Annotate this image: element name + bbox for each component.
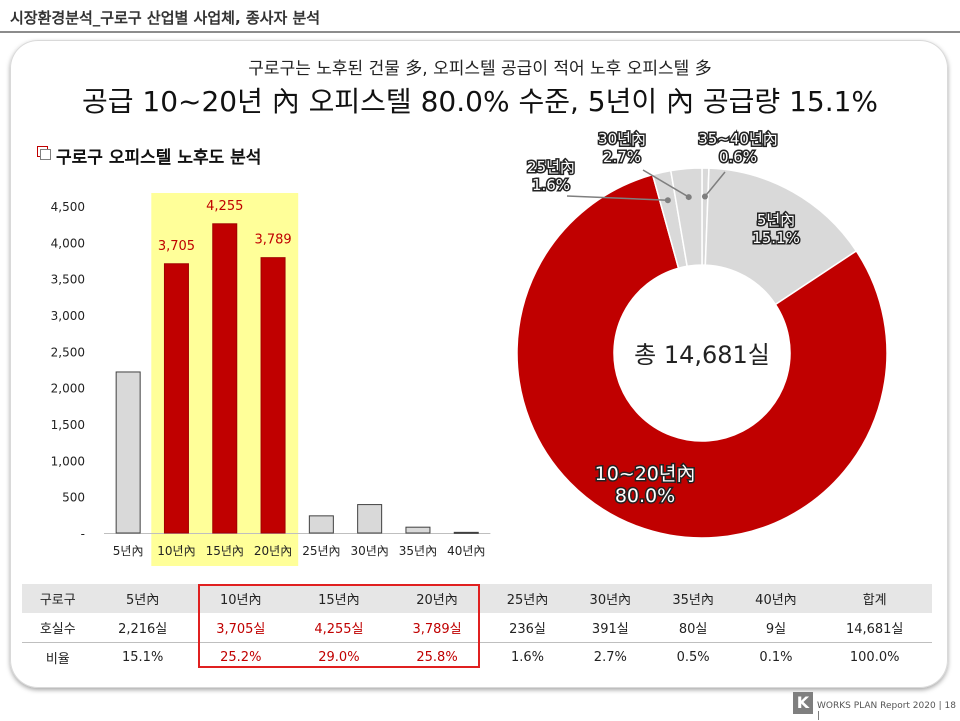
y-tick-label: 4,500 bbox=[51, 200, 85, 214]
table-cell: 1.6% bbox=[510, 650, 545, 665]
leader-dot bbox=[701, 193, 708, 200]
bar bbox=[212, 223, 238, 534]
donut-slice bbox=[704, 167, 858, 306]
bar bbox=[405, 526, 431, 534]
age-table: 구로구 5년內 10년內 15년內 20년內 25년內 30년內 35년內 40년內 합계 호실수… bbox=[22, 584, 932, 672]
headline: 공급 10~20년 內 오피스텔 80.0% 수준, 5년이 內 공급량 15.… bbox=[81, 85, 879, 118]
y-tick-label: 2,500 bbox=[51, 345, 85, 359]
table-header-cell: 10년內 bbox=[191, 584, 290, 613]
section-title: 구로구 오피스텔 노후도 분석 bbox=[36, 143, 261, 168]
table-cell: 호실수 bbox=[22, 613, 94, 643]
x-tick-label: 10년內 bbox=[157, 544, 195, 558]
table-cell: 15.1% bbox=[122, 650, 164, 665]
slice-label: 25년內 bbox=[527, 158, 575, 176]
data-label: 3,705 bbox=[158, 239, 195, 254]
donut-center-label: 총 14,681실 bbox=[634, 341, 770, 369]
table-cell: 9실 bbox=[734, 613, 818, 643]
slice-pct-label: 2.7% bbox=[603, 148, 641, 166]
bar bbox=[357, 504, 383, 534]
y-tick-label: 3,000 bbox=[51, 309, 85, 323]
table-cell: 391실 bbox=[568, 613, 652, 643]
leader-dot bbox=[685, 194, 692, 201]
y-tick-label: 1,000 bbox=[51, 454, 85, 468]
leader-dot bbox=[664, 197, 671, 204]
bar bbox=[260, 257, 286, 534]
top-divider bbox=[0, 31, 960, 33]
table-cell: 3,789실 bbox=[387, 613, 487, 643]
table-cell: 0.1% bbox=[759, 650, 793, 665]
footer-text: WORKS PLAN Report 2020 | 18 | bbox=[817, 701, 956, 721]
data-label: 3,789 bbox=[254, 233, 291, 248]
table-row: 비율 15.1% 25.2% 29.0% 25.8% 1.6% 2.7% 0.5% 0.1% 10… bbox=[22, 643, 932, 673]
table-cell: 29.0% bbox=[318, 650, 360, 665]
table-cell: 2,216실 bbox=[93, 613, 192, 643]
x-tick-label: 5년內 bbox=[113, 544, 144, 558]
y-tick-label: 2,000 bbox=[51, 382, 85, 396]
bar bbox=[163, 263, 189, 534]
slice-pct-label: 80.0% bbox=[615, 485, 675, 507]
y-tick-label: - bbox=[81, 527, 85, 541]
donut-slice bbox=[669, 167, 703, 268]
highlight-box bbox=[198, 584, 480, 668]
table-header-cell: 35년內 bbox=[651, 584, 735, 613]
data-label: 4,255 bbox=[206, 199, 243, 214]
table-header-cell: 15년內 bbox=[289, 584, 388, 613]
table-cell: 비율 bbox=[45, 652, 70, 667]
donut-slice bbox=[516, 173, 888, 539]
slice-pct-label: 1.6% bbox=[532, 176, 570, 194]
bar bbox=[308, 515, 334, 534]
table-row: 호실수 2,216실 3,705실 4,255실 3,789실 236실 391실 80실 9실… bbox=[22, 613, 932, 643]
bar bbox=[453, 531, 479, 534]
table-header-cell: 25년內 bbox=[486, 584, 569, 613]
section-bullet-icon-shadow bbox=[40, 149, 51, 160]
sub-headline: 구로구는 노후된 건물 多, 오피스텔 공급이 적어 노후 오피스텔 多 bbox=[248, 59, 712, 79]
table-header-cell: 40년內 bbox=[734, 584, 818, 613]
table-header-cell: 30년內 bbox=[568, 584, 652, 613]
leader-line bbox=[642, 169, 690, 198]
top-bar: 시장환경분석_구로구 산업별 사업체, 종사자 분석 bbox=[0, 0, 960, 34]
table-header-cell: 20년內 bbox=[387, 584, 487, 613]
table-cell: 3,705실 bbox=[191, 613, 290, 643]
y-tick-label: 1,500 bbox=[51, 418, 85, 432]
table-cell: 4,255실 bbox=[289, 613, 388, 643]
slice-label: 5년內 bbox=[757, 211, 795, 229]
y-tick-label: 4,000 bbox=[51, 236, 85, 250]
leader-line bbox=[704, 171, 726, 198]
table-cell: 25.8% bbox=[416, 650, 458, 665]
table-cell: 0.5% bbox=[676, 650, 710, 665]
x-tick-label: 40년內 bbox=[447, 544, 485, 558]
y-tick-label: 500 bbox=[62, 491, 85, 505]
slice-label: 35~40년內 bbox=[698, 130, 778, 148]
slice-label: 10~20년內 bbox=[595, 463, 696, 485]
y-tick-label: 3,500 bbox=[51, 273, 85, 287]
leader-line bbox=[566, 195, 668, 202]
table-cell: 2.7% bbox=[593, 650, 627, 665]
table-cell: 25.2% bbox=[220, 650, 262, 665]
slice-label: 30년內 bbox=[598, 130, 646, 148]
table-header-cell: 구로구 bbox=[22, 584, 94, 613]
table-cell: 80실 bbox=[651, 613, 735, 643]
x-tick-label: 35년內 bbox=[399, 544, 437, 558]
x-tick-label: 25년內 bbox=[302, 544, 340, 558]
table-cell: 100.0% bbox=[849, 650, 900, 665]
table-header-cell: 합계 bbox=[817, 584, 932, 613]
table-cell: 236실 bbox=[486, 613, 569, 643]
slice-pct-label: 0.6% bbox=[719, 148, 757, 166]
bar bbox=[115, 371, 141, 534]
table-header-cell: 5년內 bbox=[93, 584, 192, 613]
page-title: 시장환경분석_구로구 산업별 사업체, 종사자 분석 bbox=[10, 9, 321, 27]
logo-icon: K bbox=[793, 692, 813, 714]
slice-pct-label: 15.1% bbox=[752, 229, 800, 247]
table-cell: 14,681실 bbox=[817, 613, 932, 643]
table-header-row: 구로구 5년內 10년內 15년內 20년內 25년內 30년內 35년內 40년內 합계 bbox=[22, 584, 932, 613]
x-tick-label: 20년內 bbox=[254, 544, 292, 558]
x-tick-label: 15년內 bbox=[206, 544, 244, 558]
section-title-text: 구로구 오피스텔 노후도 분석 bbox=[56, 148, 262, 168]
x-tick-label: 30년內 bbox=[350, 544, 388, 558]
